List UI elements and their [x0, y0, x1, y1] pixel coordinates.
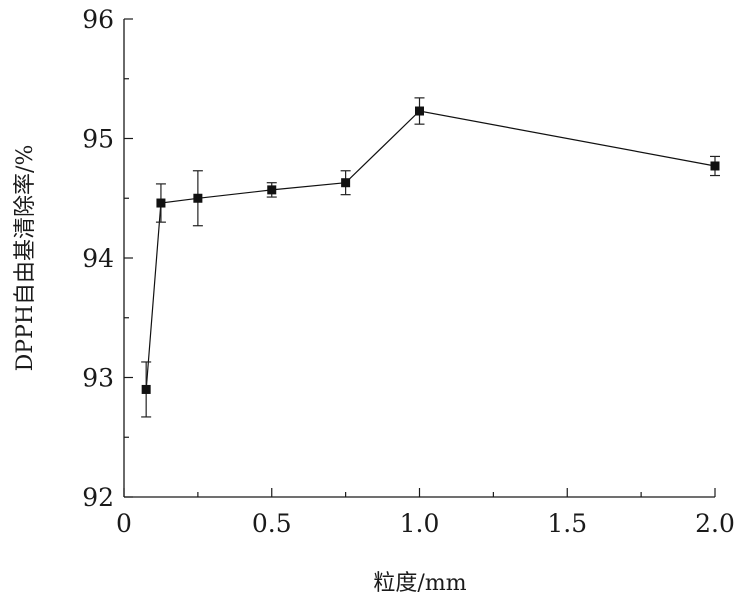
- y-tick-label: 93: [82, 364, 114, 393]
- x-tick-label: 0: [116, 509, 132, 538]
- x-tick-label: 1.0: [400, 509, 440, 538]
- series-line: [145, 110, 716, 390]
- data-point: [267, 185, 277, 195]
- x-tick-label: 0.5: [252, 509, 292, 538]
- data-point: [341, 178, 351, 188]
- x-tick-label: 2.0: [695, 509, 734, 538]
- data-point: [415, 106, 424, 116]
- y-axis-title: DPPH自由基清除率/%: [13, 145, 38, 372]
- y-tick-label: 96: [82, 5, 114, 34]
- y-tick-label: 94: [82, 244, 114, 273]
- series: [141, 97, 720, 418]
- data-point: [141, 384, 151, 394]
- data-point: [710, 161, 720, 171]
- x-axis-title: 粒度/mm: [373, 571, 466, 596]
- data-point: [193, 193, 203, 203]
- x-tick-label: 1.5: [547, 509, 587, 538]
- ticks: [123, 18, 716, 498]
- y-tick-label: 92: [82, 483, 114, 512]
- axes: [123, 19, 715, 498]
- tick-labels: 0 0.5 1.0 1.5 2.0 92 93 94 95 96: [82, 5, 734, 538]
- y-tick-label: 95: [82, 125, 114, 154]
- data-point: [156, 198, 166, 208]
